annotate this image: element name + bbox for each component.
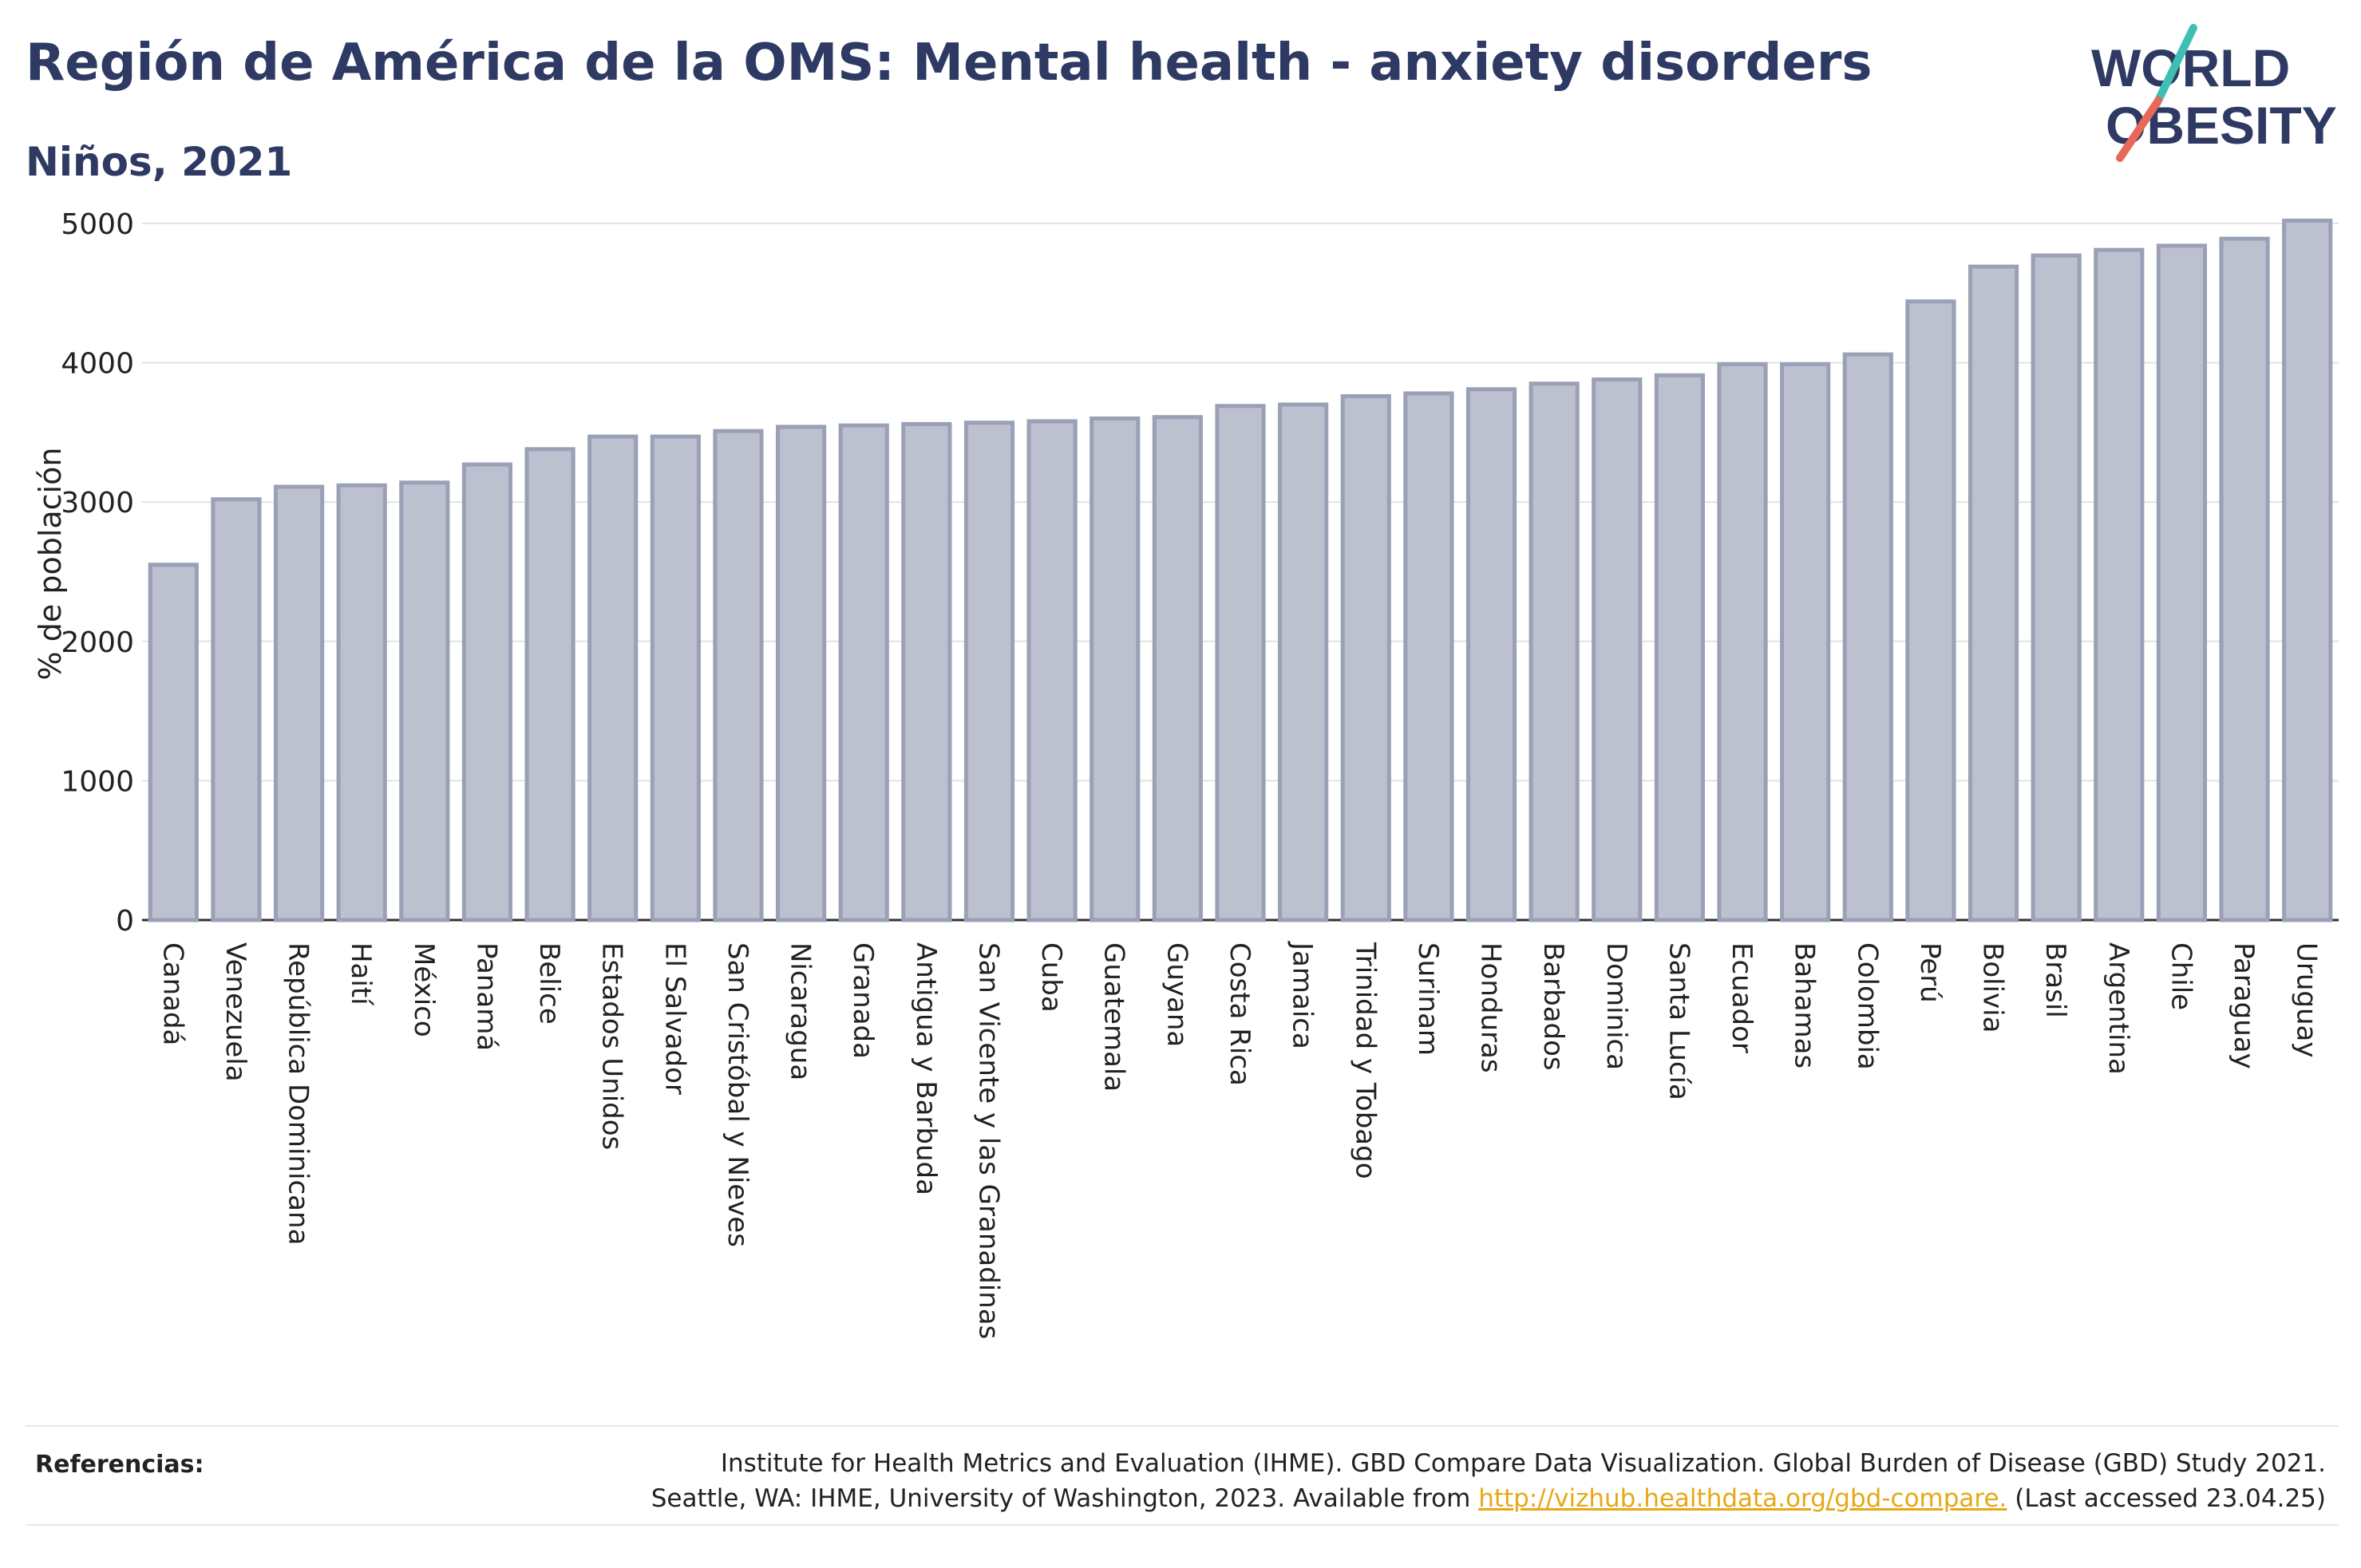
page-subtitle: Niños, 2021 — [26, 139, 293, 185]
references-line2-prefix: Seattle, WA: IHME, University of Washing… — [651, 1484, 1479, 1513]
y-axis-label: % de población — [33, 448, 68, 681]
x-tick-label: Jamaica — [1287, 941, 1319, 1049]
logo-slash-teal — [2153, 24, 2197, 108]
x-tick-label: Haití — [345, 942, 377, 1006]
bar — [838, 423, 889, 922]
x-tick-label: Barbados — [1537, 942, 1569, 1071]
x-tick-label: Bolivia — [1977, 942, 2009, 1033]
y-tick-label: 2000 — [61, 626, 134, 659]
bar — [1905, 299, 1956, 922]
bar — [1717, 361, 1768, 922]
x-tick-label: Perú — [1914, 942, 1946, 1003]
world-obesity-logo: WORLD OBESITY — [2091, 24, 2337, 162]
x-tick-label: Uruguay — [2291, 942, 2323, 1058]
x-tick-label: San Cristóbal y Nieves — [722, 942, 753, 1247]
bar — [1780, 361, 1831, 922]
bar — [1654, 373, 1705, 922]
bar — [2282, 219, 2333, 922]
bar — [1592, 377, 1643, 922]
x-tick-label: Nicaragua — [785, 942, 817, 1080]
bar — [2094, 247, 2145, 922]
footer-divider-bottom — [26, 1524, 2339, 1526]
x-tick-label: Canadá — [156, 942, 188, 1045]
x-tick-label: Paraguay — [2228, 942, 2260, 1069]
bar — [2156, 243, 2208, 922]
bar — [1340, 394, 1391, 922]
x-tick-label: San Vicente y las Granadinas — [972, 942, 1004, 1339]
x-tick-label: Brasil — [2039, 942, 2071, 1018]
bar — [713, 429, 764, 922]
y-tick-label: 3000 — [61, 487, 134, 519]
logo-line1: WORLD — [2091, 38, 2290, 97]
x-tick-label: Santa Lucía — [1663, 942, 1695, 1100]
x-tick-label: Costa Rica — [1224, 942, 1256, 1086]
bar — [1529, 381, 1580, 922]
page-title: Región de América de la OMS: Mental heal… — [26, 34, 1873, 93]
bar — [963, 421, 1015, 922]
x-tick-label: Venezuela — [219, 942, 251, 1082]
x-tick-label: Chile — [2165, 942, 2197, 1010]
references-link[interactable]: http://vizhub.healthdata.org/gbd-compare… — [1478, 1484, 2007, 1513]
bar — [399, 480, 450, 922]
y-tick-label: 5000 — [61, 208, 134, 241]
bar — [1090, 416, 1141, 922]
x-tick-label: Surinam — [1412, 942, 1444, 1056]
x-tick-label: Cuba — [1035, 942, 1067, 1013]
x-tick-label: Antigua y Barbuda — [910, 942, 942, 1195]
bar — [1465, 387, 1517, 922]
bar — [336, 483, 387, 922]
x-tick-label: Ecuador — [1726, 942, 1758, 1053]
x-tick-label: Guatemala — [1098, 942, 1130, 1092]
bar — [1026, 419, 1078, 922]
bar — [524, 447, 575, 922]
bar — [1968, 264, 2019, 922]
y-tick-label: 1000 — [61, 765, 134, 798]
logo-slash-red — [2116, 97, 2162, 162]
bar — [1152, 415, 1203, 922]
x-tick-label: Argentina — [2102, 942, 2134, 1075]
x-tick-label: Trinidad y Tobago — [1349, 942, 1381, 1179]
y-tick-label: 0 — [116, 905, 134, 938]
bar — [1842, 352, 1893, 922]
x-tick-label: Colombia — [1851, 942, 1883, 1070]
x-tick-labels: Canadá Venezuela República Dominicana Haití… — [156, 941, 2322, 1339]
references-line2-suffix: (Last accessed 23.04.25) — [2007, 1484, 2326, 1513]
bar-chart: 0 1000 2000 3000 4000 5000 Canadá Venezuela Rep… — [33, 208, 2339, 1339]
bar — [1403, 391, 1454, 922]
bar — [1215, 404, 1266, 922]
bar — [1278, 402, 1329, 922]
x-tick-label: El Salvador — [658, 942, 690, 1095]
references-line1: Institute for Health Metrics and Evaluat… — [720, 1449, 2326, 1478]
x-tick-label: Bahamas — [1789, 942, 1821, 1068]
y-tick-labels: 0 1000 2000 3000 4000 5000 — [61, 208, 134, 938]
bar — [148, 563, 199, 922]
x-tick-label: México — [408, 942, 440, 1037]
x-tick-label: Honduras — [1475, 942, 1507, 1073]
x-tick-label: Guyana — [1161, 942, 1192, 1047]
y-tick-label: 4000 — [61, 348, 134, 381]
references-label: Referencias: — [35, 1451, 204, 1479]
x-tick-label: Dominica — [1600, 942, 1632, 1070]
bar — [901, 421, 952, 922]
x-tick-label: República Dominicana — [283, 942, 314, 1245]
bar — [650, 434, 701, 922]
x-tick-label: Granada — [847, 942, 879, 1059]
bar — [2031, 253, 2082, 922]
bar — [211, 497, 262, 922]
bar — [461, 462, 513, 922]
x-tick-label: Belice — [533, 942, 565, 1025]
bar — [2219, 236, 2270, 922]
bar — [273, 484, 325, 922]
footer-divider-top — [26, 1425, 2339, 1427]
bar — [776, 425, 827, 922]
references-text: Institute for Health Metrics and Evaluat… — [570, 1446, 2326, 1516]
references-line2: Seattle, WA: IHME, University of Washing… — [570, 1481, 2326, 1516]
x-tick-label: Estados Unidos — [596, 942, 628, 1150]
x-tick-label: Panamá — [470, 942, 502, 1051]
bars-layer — [148, 219, 2333, 922]
bar — [587, 434, 639, 922]
